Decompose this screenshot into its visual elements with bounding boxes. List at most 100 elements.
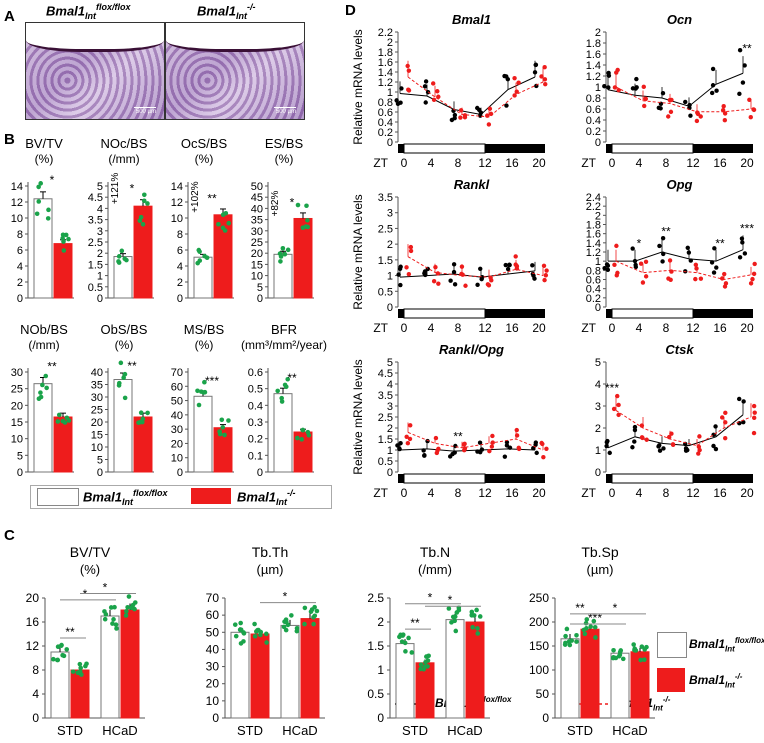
- bar-ko: [120, 609, 140, 719]
- zt-label: ZT: [373, 486, 388, 500]
- chart-title: Ocn: [667, 12, 692, 27]
- data-point: [121, 375, 126, 380]
- y-tick-label: 100: [529, 663, 549, 677]
- y-tick-label: 2.4: [586, 192, 601, 204]
- data-point: [126, 594, 132, 599]
- chart-rankl: Rankl 0 0.5 1 1.5 2 2.5 3 3.5 ZT 0 4 8 12 16 20 Relative…: [351, 177, 549, 335]
- data-point-flox: [740, 80, 746, 85]
- x-tick-label: 20: [740, 321, 754, 335]
- y-tick-label: 0: [97, 293, 103, 305]
- data-point: [406, 635, 411, 641]
- bar-ko: [250, 633, 270, 719]
- data-point-ko: [697, 434, 702, 439]
- data-point-ko: [640, 280, 646, 285]
- data-point-ko: [462, 113, 468, 118]
- bar-ko: [630, 651, 650, 719]
- dark-phase-bar: [693, 309, 753, 318]
- y-tick-label: 1.6: [586, 229, 601, 241]
- data-point: [450, 614, 456, 620]
- y-tick-label: 2.5: [378, 223, 393, 235]
- data-point-flox: [604, 262, 610, 267]
- bar-flox: [610, 652, 630, 719]
- data-point: [44, 385, 49, 391]
- dark-phase-bar: [485, 144, 545, 153]
- y-tick-label: 0: [17, 467, 23, 479]
- y-tick-label: 4: [97, 203, 103, 215]
- data-point: [470, 625, 475, 630]
- data-point: [611, 655, 616, 660]
- y-tick-label: 10: [206, 694, 220, 708]
- bar-ko: [293, 217, 313, 299]
- y-tick-label: 4: [387, 379, 393, 391]
- data-point-flox: [709, 90, 715, 96]
- data-point: [304, 203, 309, 209]
- data-point-flox: [712, 246, 717, 251]
- x-tick-label: 8: [455, 321, 462, 335]
- data-point-ko: [406, 271, 412, 277]
- significance-label: **: [127, 359, 137, 373]
- data-point-ko: [638, 261, 644, 266]
- data-point-flox: [479, 447, 485, 452]
- y-tick-label: 0: [387, 137, 393, 149]
- data-point: [64, 415, 70, 421]
- data-point-flox: [447, 454, 453, 459]
- y-tick-label: 0.8: [586, 93, 601, 105]
- chart-title: Rankl/Opg: [439, 342, 504, 357]
- data-point-flox: [477, 440, 483, 445]
- data-point: [644, 644, 649, 650]
- chart-bfr: BFR(mm³/mm²/year) 0 0.1 0.2 0.3 0.4 0.5 0.6 **: [241, 322, 327, 479]
- data-point: [285, 376, 291, 382]
- data-point-flox: [633, 262, 638, 268]
- data-point-ko: [461, 442, 467, 447]
- x-tick-label: STD: [402, 723, 428, 738]
- y-tick-label: 50: [171, 396, 183, 408]
- y-axis-label: Relative mRNA levels: [351, 194, 365, 309]
- y-tick-label: 2: [177, 277, 183, 289]
- data-point-flox: [634, 85, 639, 90]
- y-tick-label: 0.5: [367, 687, 384, 701]
- data-point: [305, 217, 310, 223]
- data-point: [403, 649, 408, 654]
- data-point: [125, 605, 130, 610]
- data-point-ko: [639, 435, 645, 440]
- dark-phase-bar: [606, 309, 612, 318]
- data-point-ko: [486, 283, 492, 288]
- x-tick-label: STD: [57, 723, 83, 738]
- data-point-ko: [668, 277, 673, 282]
- data-point: [302, 605, 308, 611]
- data-point-ko: [696, 444, 702, 449]
- data-point-ko: [431, 81, 436, 86]
- data-point-ko: [644, 437, 649, 442]
- chart-unit: (%): [195, 152, 214, 166]
- x-tick-label: 4: [636, 156, 643, 170]
- data-point-ko: [643, 96, 648, 101]
- x-tick-label: 16: [713, 156, 727, 170]
- light-phase-bar: [611, 473, 694, 484]
- chart-title: ObS/BS: [101, 322, 148, 337]
- dark-phase-bar: [485, 474, 545, 483]
- data-point-ko: [404, 265, 409, 270]
- series-line-ko: [407, 76, 544, 118]
- data-point: [252, 633, 258, 639]
- y-tick-label: 1: [387, 87, 393, 99]
- data-point: [40, 382, 45, 388]
- y-tick-label: 0: [32, 711, 39, 725]
- percent-change-label: +121%: [110, 173, 121, 205]
- y-tick-label: 20: [206, 677, 220, 691]
- data-point: [112, 604, 117, 610]
- chart-title: OcS/BS: [181, 136, 228, 151]
- light-phase-bar: [611, 143, 694, 154]
- light-phase-bar: [403, 473, 486, 484]
- data-point: [60, 652, 65, 658]
- data-point-ko: [436, 94, 441, 99]
- data-point: [138, 419, 143, 425]
- y-tick-label: 2: [17, 277, 23, 289]
- data-point-flox: [602, 265, 607, 271]
- data-point-ko: [694, 118, 700, 124]
- data-point: [312, 613, 318, 619]
- data-point: [280, 246, 286, 251]
- data-point: [454, 610, 460, 615]
- data-point: [642, 657, 647, 662]
